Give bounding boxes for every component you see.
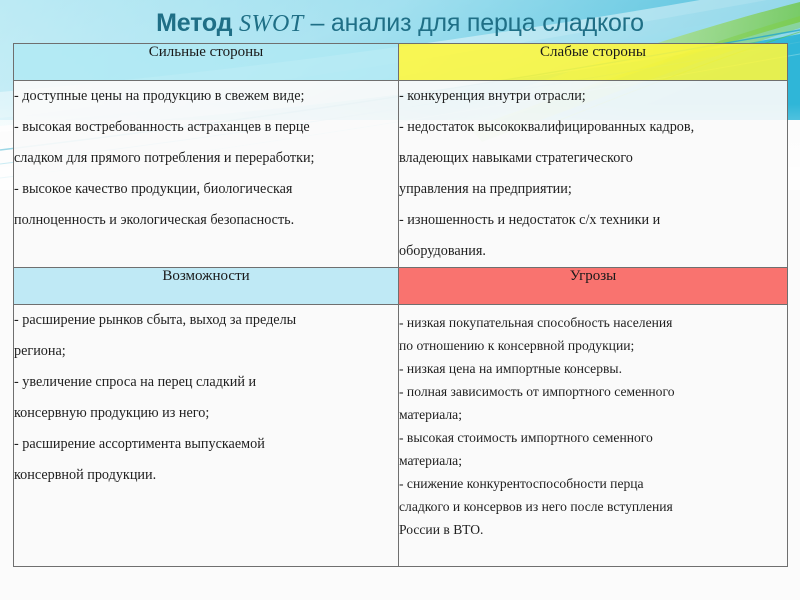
threats-line: - низкая покупательная способность насел…: [399, 315, 673, 330]
title-suffix: – анализ для перца сладкого: [303, 9, 644, 37]
threats-line: по отношению к консервной продукции;: [399, 338, 635, 353]
opportunities-line: консервную продукцию из него;: [14, 405, 210, 421]
table-row-strengths-weaknesses: - доступные цены на продукцию в свежем в…: [13, 80, 788, 268]
threats-line: - снижение конкурентоспособности перца: [399, 476, 644, 491]
table-row-opportunities-threats: - расширение рынков сбыта, выход за пред…: [13, 304, 788, 567]
cell-threats: - низкая покупательная способность насел…: [398, 304, 788, 567]
strengths-line: - доступные цены на продукцию в свежем в…: [14, 88, 305, 104]
weaknesses-line: - недостаток высококвалифицированных кад…: [399, 119, 695, 135]
slide-title-text: Метод SWOT – анализ для перца сладкого: [156, 6, 644, 41]
weaknesses-line: - конкуренция внутри отрасли;: [399, 88, 586, 104]
opportunities-line: - расширение рынков сбыта, выход за пред…: [14, 312, 297, 328]
strengths-line: - высокое качество продукции, биологичес…: [14, 181, 293, 197]
header-cell-strengths: Сильные стороны: [13, 43, 399, 81]
threats-line: материала;: [399, 453, 462, 468]
table-row-quadrant-headers-bottom: Возможности Угрозы: [13, 267, 788, 305]
threats-line: материала;: [399, 407, 462, 422]
header-cell-weaknesses: Слабые стороны: [398, 43, 788, 81]
opportunities-line: консервной продукции.: [14, 467, 157, 483]
weaknesses-line: владеющих навыками стратегического: [399, 150, 633, 166]
strengths-line: полноценность и экологическая безопаснос…: [14, 212, 295, 228]
opportunities-line: - расширение ассортимента выпускаемой: [14, 436, 265, 452]
table-row-quadrant-headers-top: Сильные стороны Слабые стороны: [13, 43, 788, 81]
opportunities-line: региона;: [14, 343, 66, 359]
header-cell-opportunities: Возможности: [13, 267, 399, 305]
slide-title: Метод SWOT – анализ для перца сладкого: [0, 6, 800, 42]
swot-matrix-table: Сильные стороны Слабые стороны - доступн…: [13, 43, 788, 567]
cell-opportunities: - расширение рынков сбыта, выход за пред…: [13, 304, 399, 567]
opportunities-line: - увеличение спроса на перец сладкий и: [14, 374, 257, 390]
threats-line: - полная зависимость от импортного семен…: [399, 384, 675, 399]
threats-line: сладкого и консервов из него после вступ…: [399, 499, 673, 514]
header-cell-threats: Угрозы: [398, 267, 788, 305]
strengths-line: сладком для прямого потребления и перера…: [14, 150, 315, 166]
threats-line: - низкая цена на импортные консервы.: [399, 361, 622, 376]
weaknesses-line: оборудования.: [399, 243, 486, 259]
weaknesses-line: - изношенность и недостаток с/х техники …: [399, 212, 661, 228]
cell-weaknesses: - конкуренция внутри отрасли; - недостат…: [398, 80, 788, 268]
threats-line: - высокая стоимость импортного семенного: [399, 430, 653, 445]
weaknesses-line: управления на предприятии;: [399, 181, 572, 197]
cell-strengths: - доступные цены на продукцию в свежем в…: [13, 80, 399, 268]
strengths-line: - высокая востребованность астраханцев в…: [14, 119, 310, 135]
threats-line: России в ВТО.: [399, 522, 484, 537]
title-prefix: Метод: [156, 9, 240, 37]
title-acronym: SWOT: [239, 11, 304, 37]
